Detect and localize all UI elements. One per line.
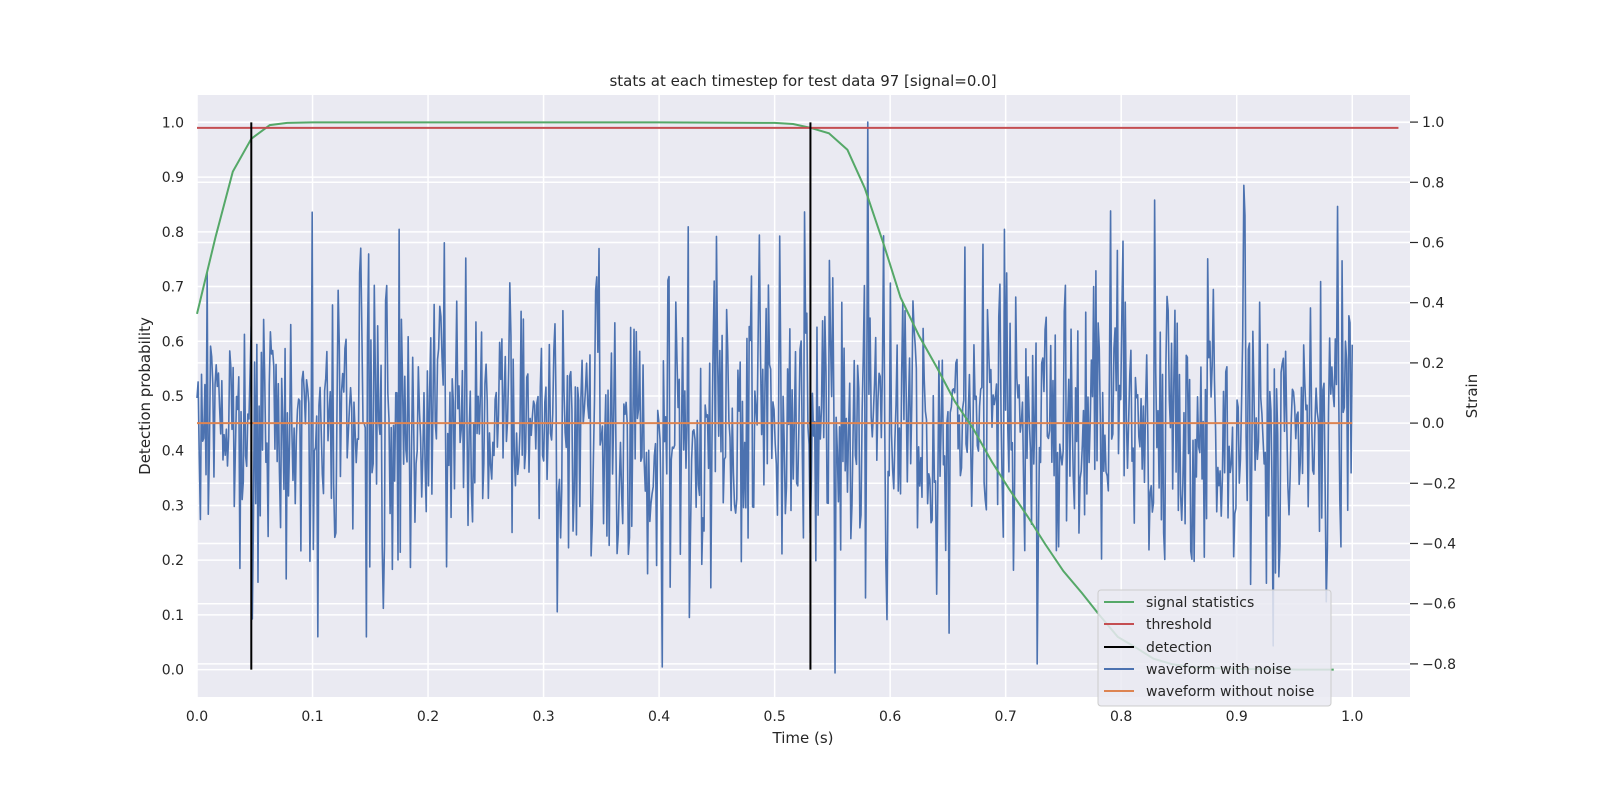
y2-tick-label-8: 0.8 <box>1422 175 1444 191</box>
x-tick-label-4: 0.4 <box>648 709 670 725</box>
y2-tick-label-0: −0.8 <box>1422 657 1456 673</box>
y-axis-label: Detection probability <box>136 317 154 475</box>
y2-tick-label-4: 0.0 <box>1422 416 1444 432</box>
y2-axis-label: Strain <box>1463 374 1481 418</box>
y-tick-label-9: 0.9 <box>162 170 184 186</box>
y-tick-label-7: 0.7 <box>162 280 184 296</box>
y2-tick-label-7: 0.6 <box>1422 235 1444 251</box>
legend-box <box>1097 589 1332 707</box>
y-tick-label-6: 0.6 <box>162 334 184 350</box>
x-tick-label-3: 0.3 <box>532 709 554 725</box>
chart-title: stats at each timestep for test data 97 … <box>609 72 996 90</box>
y2-tick-label-9: 1.0 <box>1422 115 1444 131</box>
ticks: 0.0 0.1 0.2 0.3 0.4 0.5 0.6 0.7 0.8 0.9 1.0 0.0 0.1 0… <box>162 115 1456 725</box>
y2-tick-label-2: −0.4 <box>1422 536 1456 552</box>
x-tick-label-0: 0.0 <box>186 709 208 725</box>
y-tick-label-4: 0.4 <box>162 444 184 460</box>
y2-tick-label-6: 0.4 <box>1422 296 1444 312</box>
y-tick-label-10: 1.0 <box>162 115 184 131</box>
y2-tick-label-1: −0.6 <box>1422 597 1456 613</box>
legend: signal statistics threshold detection wa… <box>1097 589 1332 707</box>
x-tick-label-9: 0.9 <box>1226 709 1248 725</box>
y-tick-label-1: 0.1 <box>162 608 184 624</box>
x-tick-label-8: 0.8 <box>1110 709 1132 725</box>
legend-label-waveform-without-noise: waveform without noise <box>1146 684 1314 700</box>
x-tick-label-2: 0.2 <box>417 709 439 725</box>
y-tick-label-8: 0.8 <box>162 225 184 241</box>
x-axis-label: Time (s) <box>772 729 834 747</box>
y-tick-label-2: 0.2 <box>162 553 184 569</box>
y2-tick-label-3: −0.2 <box>1422 476 1456 492</box>
legend-label-waveform-with-noise: waveform with noise <box>1146 662 1291 678</box>
legend-label-signal-statistics: signal statistics <box>1146 595 1254 611</box>
y-tick-label-0: 0.0 <box>162 663 184 679</box>
x-tick-label-7: 0.7 <box>995 709 1017 725</box>
legend-label-threshold: threshold <box>1146 617 1212 633</box>
series-waveform-with-noise <box>196 121 1354 674</box>
y2-tick-label-5: 0.2 <box>1422 356 1444 372</box>
x-tick-label-5: 0.5 <box>763 709 785 725</box>
x-tick-label-6: 0.6 <box>879 709 901 725</box>
x-tick-label-1: 0.1 <box>301 709 323 725</box>
x-tick-label-10: 1.0 <box>1341 709 1363 725</box>
y-tick-label-5: 0.5 <box>162 389 184 405</box>
y-tick-label-3: 0.3 <box>162 498 184 514</box>
legend-label-detection: detection <box>1146 640 1212 656</box>
